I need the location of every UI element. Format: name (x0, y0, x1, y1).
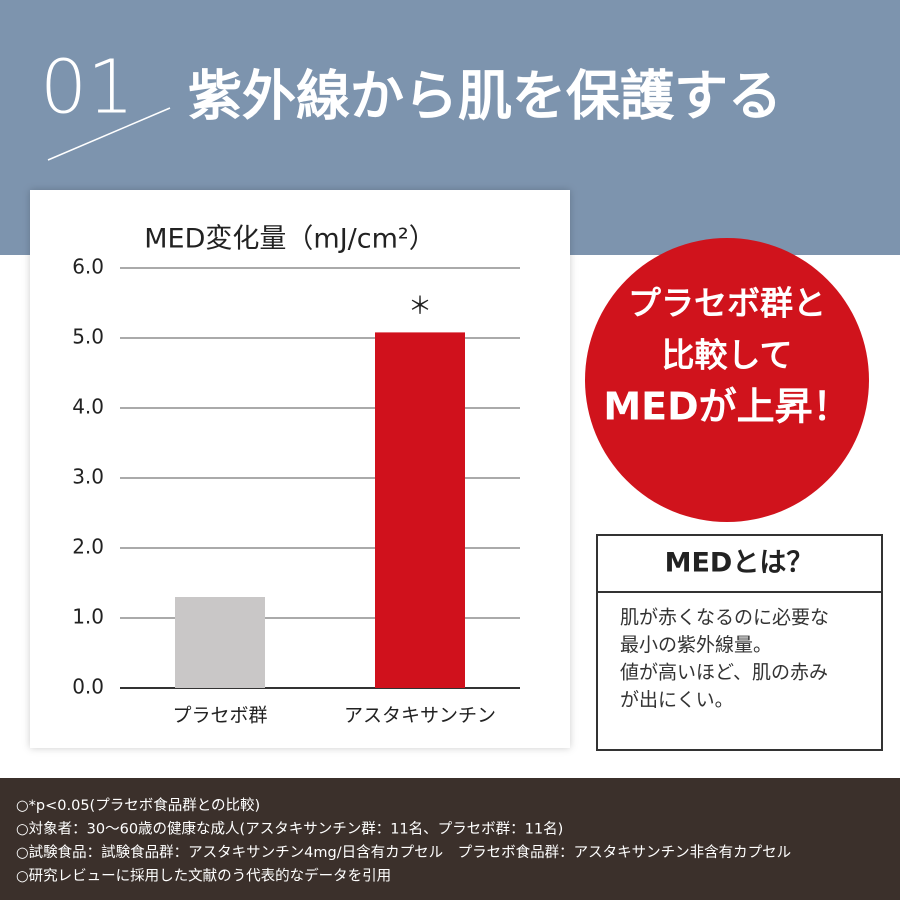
badge-line: プラセボ群と (628, 284, 826, 323)
bar (375, 332, 465, 688)
footnotes: ○*p<0.05(プラセボ食品群との比較) ○対象者：30～60歳の健康な成人(ア… (16, 796, 791, 885)
footnote: ○対象者：30～60歳の健康な成人(アスタキサンチン群：11名、プラセボ群：11… (16, 821, 563, 838)
badge-line: 比較して (661, 336, 792, 375)
y-tick-label: 6.0 (72, 255, 104, 279)
x-tick-label: アスタキサンチン (344, 705, 496, 727)
info-line: 肌が赤くなるのに必要な (620, 607, 829, 629)
chart-card (30, 190, 570, 748)
y-tick-label: 2.0 (72, 535, 104, 559)
header-number: 01 (40, 45, 134, 131)
x-tick-label: プラセボ群 (172, 705, 267, 727)
footnote: ○試験食品：試験食品群：アスタキサンチン4mg/日含有カプセル プラセボ食品群：… (16, 844, 791, 861)
y-tick-label: 3.0 (72, 465, 104, 489)
info-title: MEDとは？ (665, 548, 814, 579)
y-tick-label: 5.0 (72, 325, 104, 349)
y-tick-label: 4.0 (72, 395, 104, 419)
footnote: ○研究レビューに採用した文献のう代表的なデータを引用 (16, 867, 391, 885)
info-box (596, 534, 883, 751)
info-line: が出にくい。 (620, 689, 734, 711)
chart: 0.0 1.0 2.0 3.0 4.0 5.0 6.0 プラセボ群 アスタキサンチン ＊ (72, 255, 520, 727)
y-tick-label: 0.0 (72, 675, 104, 699)
header-title: 紫外線から肌を保護する (188, 65, 782, 128)
badge (585, 238, 869, 522)
badge-line: MEDが上昇！ (603, 385, 850, 429)
footer (0, 778, 900, 900)
chart-title: MED変化量（mJ/cm²） (144, 224, 435, 255)
info-line: 値が高いほど、肌の赤み (620, 662, 828, 684)
info-line: 最小の紫外線量。 (620, 634, 772, 656)
annotation: ＊ (408, 291, 432, 319)
y-tick-label: 1.0 (72, 605, 104, 629)
divider (47, 107, 171, 161)
bar (175, 597, 265, 688)
footnote: ○*p<0.05(プラセボ食品群との比較) (16, 796, 260, 814)
